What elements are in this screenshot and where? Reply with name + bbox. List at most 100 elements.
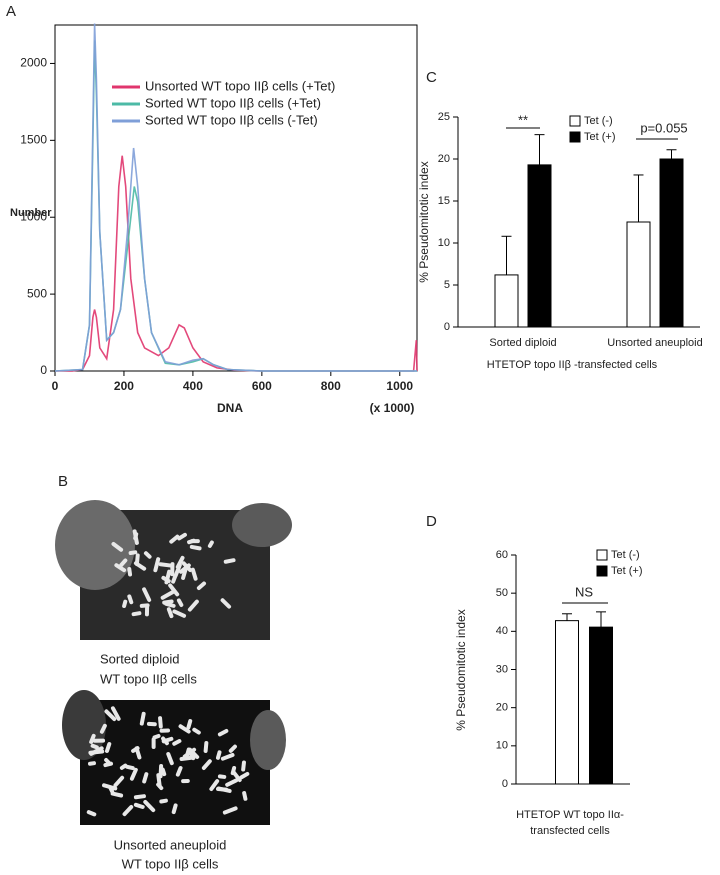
chromosome <box>158 562 174 568</box>
y-tick-label: 5 <box>444 279 450 291</box>
chromosome <box>207 540 214 548</box>
chromosome <box>201 759 212 770</box>
legend-label: Tet (-) <box>611 549 640 561</box>
chromosome <box>168 583 180 597</box>
chromosome <box>87 761 96 766</box>
chromosome <box>242 791 248 801</box>
chromosome <box>187 599 199 612</box>
chromosome <box>86 810 97 817</box>
chromosome <box>142 587 152 602</box>
panel-letter: D <box>426 513 437 530</box>
chromosome <box>133 794 146 800</box>
chromosome <box>171 803 178 815</box>
chromosome <box>159 728 171 733</box>
chromosome <box>192 727 201 735</box>
chromosome <box>176 598 184 607</box>
plot-frame <box>54 24 418 372</box>
y-tick-label: 0 <box>502 778 508 790</box>
chromosome <box>217 728 229 737</box>
chromosome <box>143 551 152 559</box>
chromosome <box>104 709 117 722</box>
bar <box>659 158 684 328</box>
chromosome <box>99 723 107 734</box>
legend-label: Unsorted WT topo IIβ cells (+Tet) <box>145 78 335 93</box>
x-axis-label: DNA <box>217 401 243 415</box>
bar <box>527 164 552 328</box>
chromosome <box>161 575 171 584</box>
y-tick-label: 50 <box>496 587 508 599</box>
chromosome <box>172 609 187 618</box>
x-tick-label: 200 <box>114 379 134 393</box>
x-tick-label: Sorted diploid <box>489 337 556 349</box>
chromosome <box>114 563 127 573</box>
chromosome <box>203 741 209 753</box>
chromosome <box>181 564 189 580</box>
y-tick-label: 40 <box>496 625 508 637</box>
legend-label: Tet (-) <box>584 115 613 127</box>
x-axis-label: HTETOP topo IIβ -transfected cells <box>487 359 658 371</box>
chromosome <box>169 534 180 544</box>
chromosome <box>223 558 236 564</box>
legend-label: Sorted WT topo IIβ cells (+Tet) <box>145 95 321 110</box>
y-tick-label: 15 <box>438 195 450 207</box>
x-tick-label: 0 <box>52 379 59 393</box>
chromosome <box>216 786 232 793</box>
chromosome <box>146 721 157 727</box>
chromosome <box>143 799 156 813</box>
chromosome <box>104 757 112 766</box>
chromosome <box>220 752 235 761</box>
chromosome <box>241 760 246 772</box>
chromosome <box>89 746 104 756</box>
y-tick-label: 10 <box>438 237 450 249</box>
chromosome <box>104 742 112 753</box>
panel-letter: A <box>6 3 16 20</box>
significance-label: ** <box>518 112 528 127</box>
chromosome <box>89 733 96 744</box>
chromosome <box>125 764 135 771</box>
data-line <box>55 155 418 372</box>
image-caption: Unsorted aneuploid <box>114 837 227 852</box>
chromosome <box>153 557 161 573</box>
x-tick-label: 600 <box>252 379 272 393</box>
panel-letter: B <box>58 473 68 490</box>
chromosome <box>111 541 124 552</box>
y-tick-label: 10 <box>496 740 508 752</box>
chromosome <box>225 778 239 787</box>
y-tick-label: 20 <box>496 702 508 714</box>
chromosome <box>134 553 140 567</box>
y-tick-label: 0 <box>444 321 450 333</box>
chromosome <box>161 736 169 746</box>
legend-swatch <box>596 549 608 561</box>
chromosome <box>166 607 174 619</box>
y-axis-label: Number <box>10 207 52 219</box>
image-caption: WT topo IIβ cells <box>122 856 219 871</box>
panel-letter: C <box>426 69 437 86</box>
x-tick-label: 800 <box>321 379 341 393</box>
legend-label: Tet (+) <box>611 565 642 577</box>
chromosome <box>151 737 156 749</box>
chromosome <box>209 779 220 792</box>
data-line <box>54 23 417 372</box>
chromosome <box>187 538 196 545</box>
y-axis-label: % Pseudomitotic index <box>454 609 468 730</box>
chromosome <box>231 770 242 783</box>
chromosome <box>129 767 138 781</box>
x-axis-label: HTETOP WT topo IIα- <box>516 809 624 821</box>
chromosome <box>139 711 146 726</box>
y-tick-label: 0 <box>40 363 47 377</box>
y-tick-label: 30 <box>496 663 508 675</box>
chromosome <box>239 771 250 780</box>
chromosome <box>189 544 202 551</box>
chromosome <box>128 550 138 556</box>
y-tick-label: 20 <box>438 153 450 165</box>
chromosome <box>217 774 227 779</box>
chromosome <box>158 763 164 779</box>
chromosome <box>122 599 128 609</box>
chromosome <box>110 791 124 798</box>
chromosome <box>127 567 133 577</box>
chromosome <box>172 739 182 746</box>
chromosome <box>131 611 142 617</box>
chromosome <box>222 806 238 815</box>
chromosome <box>177 532 187 541</box>
